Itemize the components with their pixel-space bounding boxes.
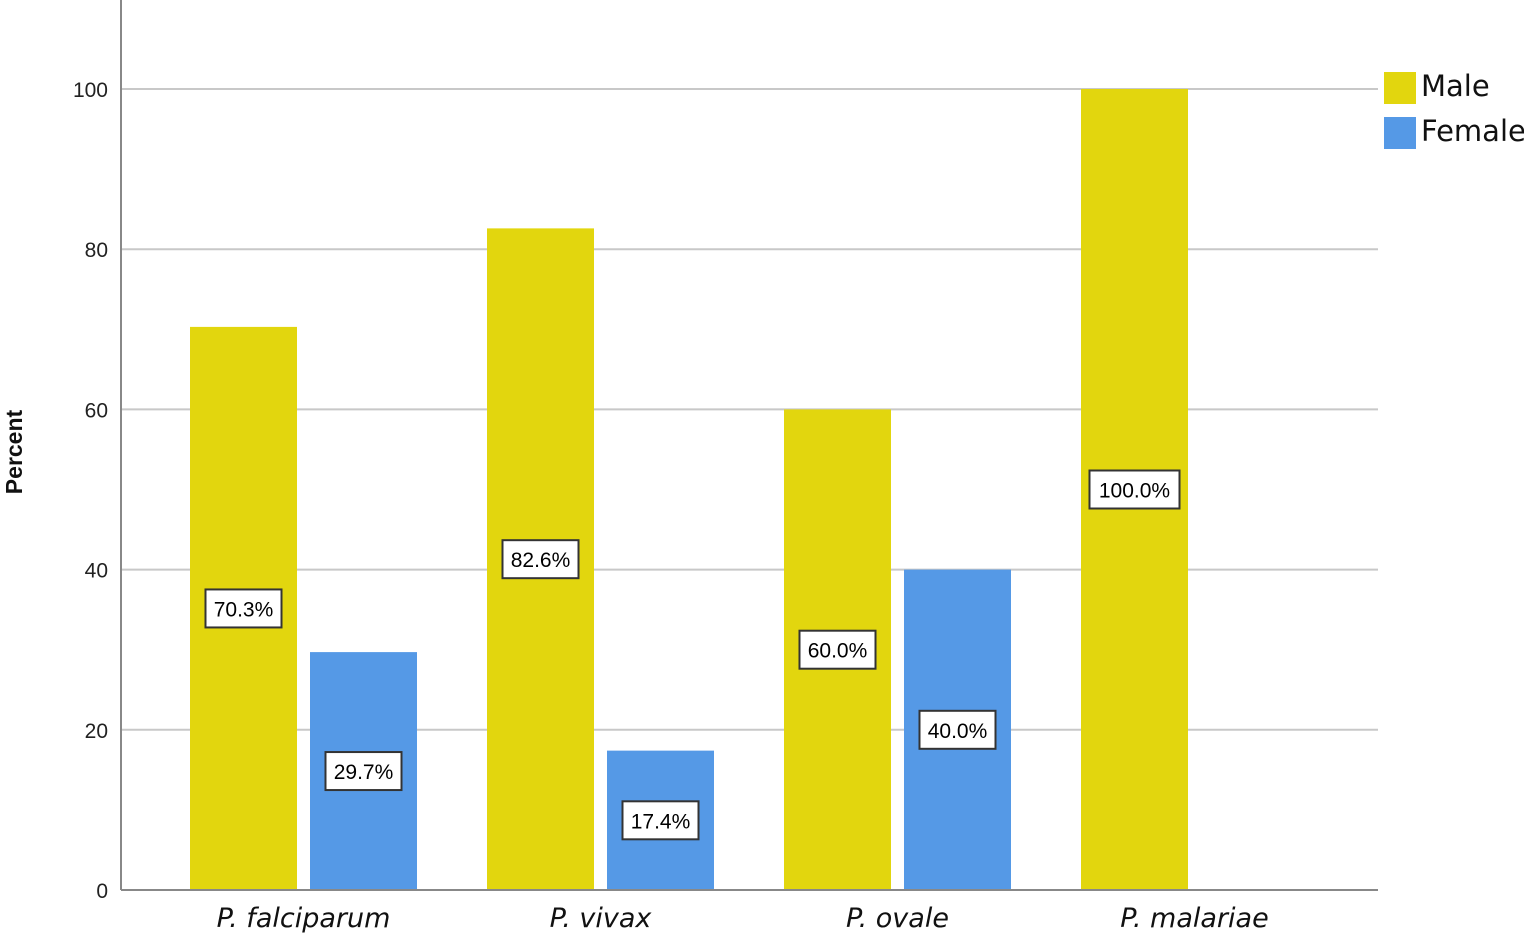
y-tick-label: 0: [96, 880, 108, 903]
x-tick-label: P. falciparum: [217, 903, 391, 934]
data-label-box: [501, 539, 580, 580]
y-tick-label: 80: [85, 239, 108, 262]
data-label-box: [324, 751, 403, 792]
data-label-box: [204, 588, 283, 629]
data-label: 60.0%: [808, 640, 868, 663]
y-tick-label: 20: [85, 720, 108, 743]
legend-label: Female: [1421, 114, 1524, 148]
x-tick-label: P. ovale: [846, 903, 949, 934]
legend-label: Male: [1421, 69, 1490, 103]
data-label: 100.0%: [1099, 480, 1170, 503]
data-label: 29.7%: [334, 761, 394, 784]
grid-lines: [121, 88, 1378, 731]
data-label-box: [1088, 469, 1181, 510]
legend-swatch: [1384, 72, 1416, 104]
axes: 0 20 40 60 80 100 P. falciparum P. vivax P. oval…: [73, 0, 1378, 934]
data-label: 40.0%: [928, 720, 988, 743]
x-tick-label: P. vivax: [550, 903, 653, 934]
data-labels: 70.3% 29.7% 82.6% 17.4% 60.0% 40.0% 100.0%: [204, 469, 1181, 841]
data-label-box: [621, 800, 700, 841]
data-label: 82.6%: [511, 549, 571, 572]
data-label: 70.3%: [214, 598, 274, 621]
y-tick-label: 100: [73, 79, 108, 102]
data-label-box: [798, 629, 877, 670]
y-axis-label: Percent: [1, 409, 27, 494]
legend-swatch: [1384, 117, 1416, 149]
x-tick-label: P. malariae: [1120, 903, 1268, 934]
y-tick-label: 40: [85, 560, 108, 583]
data-label-box: [918, 709, 997, 750]
legend: Male Female: [1384, 69, 1524, 149]
data-label: 17.4%: [631, 810, 691, 833]
y-tick-label: 60: [85, 399, 108, 422]
